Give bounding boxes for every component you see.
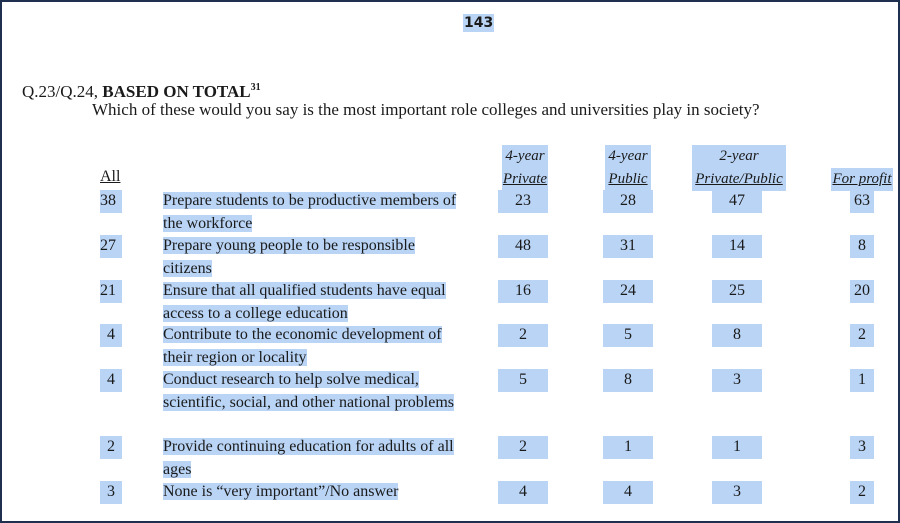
column-header-4yr-public: 4-year Public — [605, 145, 651, 191]
question-text: Which of these would you say is the most… — [92, 100, 760, 119]
value-2yr: 14 — [712, 235, 762, 258]
all-value: 21 — [100, 280, 122, 303]
value-for-profit: 63 — [850, 190, 874, 213]
value-2yr: 8 — [712, 324, 762, 347]
value-4yr-public: 1 — [603, 436, 653, 459]
row-label: Prepare young people to be responsible c… — [163, 237, 415, 277]
footnote-marker: 31 — [250, 82, 261, 93]
row-label: Provide continuing education for adults … — [163, 438, 454, 478]
value-2yr: 3 — [712, 369, 762, 392]
question-base: BASED ON TOTAL — [102, 82, 251, 101]
column-header-line2: Private/Public — [695, 171, 783, 187]
value-for-profit: 3 — [850, 436, 874, 459]
all-value: 27 — [100, 235, 122, 258]
value-4yr-private: 23 — [498, 190, 548, 213]
column-header-line2: Public — [608, 171, 648, 187]
value-for-profit: 2 — [850, 481, 874, 504]
column-header-4yr-private: 4-year Private — [502, 145, 548, 191]
value-4yr-public: 4 — [603, 481, 653, 504]
column-header-line1: 4-year — [505, 148, 545, 164]
column-header-2yr: 2-year Private/Public — [692, 145, 786, 191]
value-4yr-public: 31 — [603, 235, 653, 258]
value-4yr-public: 28 — [603, 190, 653, 213]
value-4yr-public: 8 — [603, 369, 653, 392]
value-4yr-private: 2 — [498, 324, 548, 347]
column-header-line1: 2-year — [719, 148, 759, 164]
question-id: Q.23/Q.24, BASED ON TOTAL31 — [22, 78, 261, 102]
row-label: Ensure that all qualified students have … — [163, 282, 446, 322]
value-4yr-private: 5 — [498, 369, 548, 392]
row-label: None is “very important”/No answer — [163, 483, 399, 500]
question-id-prefix: Q.23/Q.24, — [22, 82, 103, 101]
value-4yr-private: 2 — [498, 436, 548, 459]
page-number: 143 — [463, 14, 495, 32]
row-label: Conduct research to help solve medical, … — [163, 371, 455, 411]
column-header-line2: Private — [502, 171, 548, 187]
value-4yr-public: 5 — [603, 324, 653, 347]
value-for-profit: 2 — [850, 324, 874, 347]
value-2yr: 47 — [712, 190, 762, 213]
all-value: 4 — [100, 369, 122, 392]
column-header-line1: 4-year — [608, 148, 648, 164]
value-2yr: 3 — [712, 481, 762, 504]
value-2yr: 1 — [712, 436, 762, 459]
column-header-all: All — [100, 168, 121, 185]
value-for-profit: 1 — [850, 369, 874, 392]
column-header-line2: For profit — [832, 171, 892, 187]
all-value: 2 — [100, 436, 122, 459]
row-label: Contribute to the economic development o… — [163, 326, 442, 366]
all-value: 38 — [100, 190, 122, 213]
value-4yr-private: 16 — [498, 280, 548, 303]
row-label: Prepare students to be productive member… — [163, 192, 457, 232]
value-for-profit: 8 — [850, 235, 874, 258]
all-value: 3 — [100, 481, 122, 504]
value-4yr-private: 48 — [498, 235, 548, 258]
value-4yr-private: 4 — [498, 481, 548, 504]
value-2yr: 25 — [712, 280, 762, 303]
value-4yr-public: 24 — [603, 280, 653, 303]
all-value: 4 — [100, 324, 122, 347]
column-header-for-profit: For profit — [831, 168, 893, 191]
value-for-profit: 20 — [850, 280, 874, 303]
